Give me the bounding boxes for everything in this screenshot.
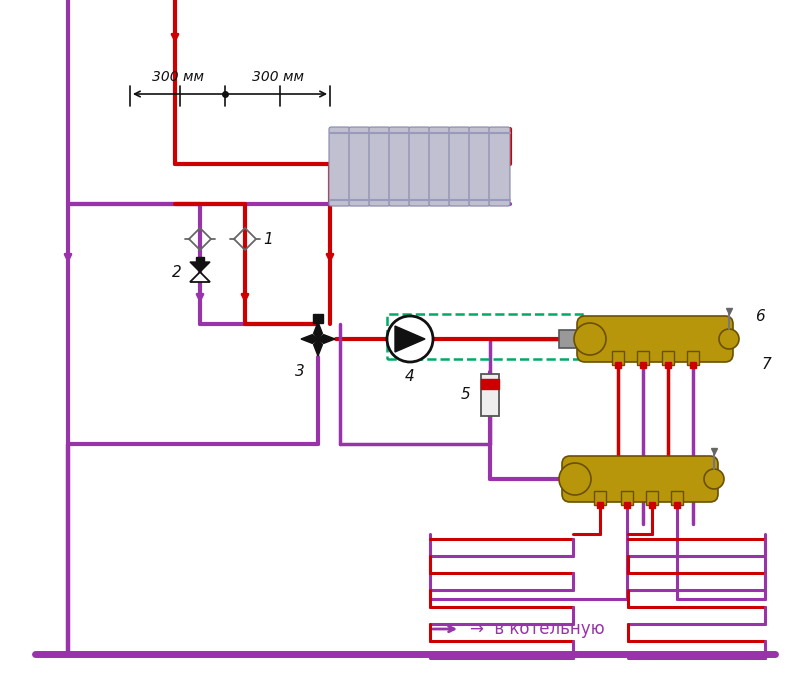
Bar (196, 257, 204, 262)
Bar (387, 314, 582, 359)
Text: 5: 5 (460, 387, 470, 402)
Text: 4: 4 (405, 369, 415, 384)
Text: 300 мм: 300 мм (152, 70, 204, 84)
Bar (687, 351, 699, 365)
FancyBboxPatch shape (389, 127, 410, 206)
Text: 300 мм: 300 мм (252, 70, 304, 84)
Polygon shape (318, 335, 335, 344)
Polygon shape (190, 262, 210, 272)
Circle shape (574, 323, 606, 355)
Bar (662, 351, 674, 365)
Circle shape (387, 316, 433, 362)
FancyBboxPatch shape (489, 127, 510, 206)
FancyBboxPatch shape (429, 127, 450, 206)
FancyBboxPatch shape (369, 127, 390, 206)
Text: 7: 7 (762, 357, 772, 371)
Bar (313, 314, 323, 323)
Bar (594, 491, 606, 505)
Polygon shape (395, 326, 425, 352)
Polygon shape (190, 272, 210, 282)
Text: →  в котельную: → в котельную (470, 620, 605, 638)
Circle shape (704, 469, 724, 489)
Polygon shape (301, 335, 318, 344)
FancyBboxPatch shape (329, 127, 350, 206)
Bar (612, 351, 624, 365)
Text: 6: 6 (755, 309, 765, 323)
Text: 1: 1 (263, 232, 273, 246)
Circle shape (559, 463, 591, 495)
Polygon shape (314, 322, 322, 339)
Text: 2: 2 (172, 264, 182, 280)
FancyBboxPatch shape (577, 316, 733, 362)
FancyBboxPatch shape (409, 127, 430, 206)
Bar (671, 491, 683, 505)
Polygon shape (314, 339, 322, 356)
Circle shape (719, 329, 739, 349)
Bar (646, 491, 658, 505)
FancyBboxPatch shape (349, 127, 370, 206)
Bar (481, 379, 499, 389)
Bar (621, 491, 633, 505)
FancyBboxPatch shape (449, 127, 470, 206)
Bar (637, 351, 649, 365)
Bar (559, 330, 581, 348)
FancyBboxPatch shape (562, 456, 718, 502)
FancyBboxPatch shape (469, 127, 490, 206)
Bar (481, 374, 499, 416)
Text: 3: 3 (295, 364, 305, 379)
